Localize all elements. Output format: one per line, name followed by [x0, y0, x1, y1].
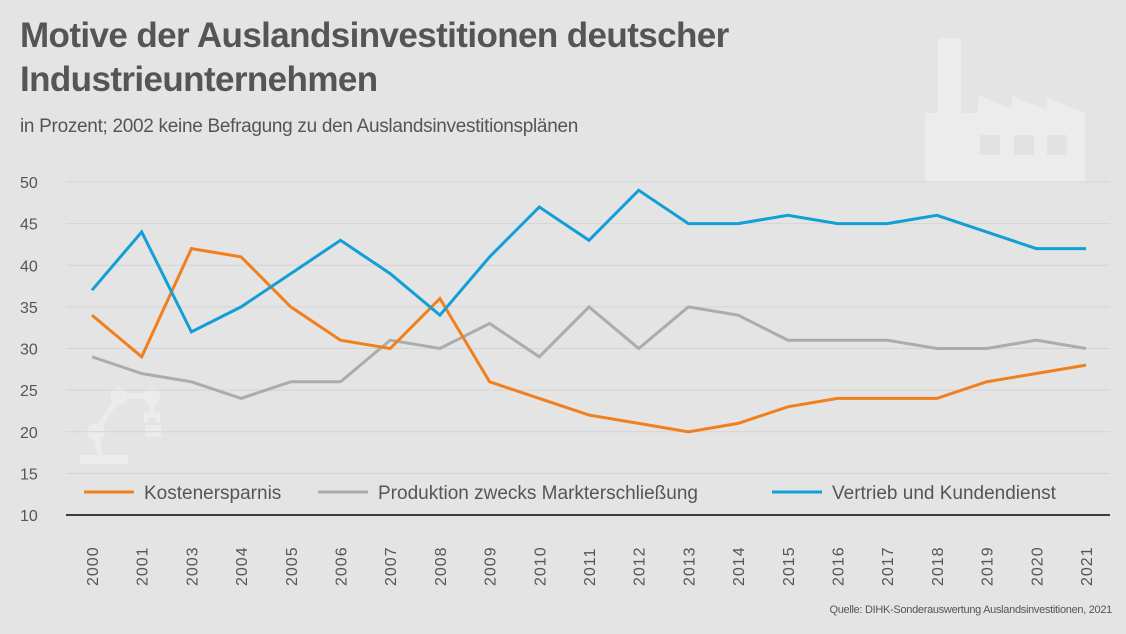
y-tick-label: 25 [20, 383, 38, 400]
x-tick-label: 2014 [731, 546, 748, 586]
legend-label: Kostenersparnis [144, 483, 281, 504]
x-tick-label: 2019 [980, 546, 997, 586]
factory-icon [925, 38, 1085, 183]
y-tick-label: 40 [20, 258, 38, 275]
chart-title-line-1: Motive der Auslandsinvestitionen deutsch… [20, 16, 729, 55]
legend-item: Kostenersparnis [84, 483, 281, 504]
y-tick-label: 10 [20, 508, 38, 525]
x-tick-label: 2003 [184, 546, 201, 586]
y-tick-label: 30 [20, 342, 38, 359]
x-tick-label: 2007 [383, 546, 400, 586]
chart-title-line-2: Industrieunternehmen [20, 60, 378, 99]
x-axis-ticks: 2000 2001 2003 2004 2005 2006 2007 2008 2009 2010… [85, 546, 1096, 586]
x-tick-label: 2006 [334, 546, 351, 586]
series-line-0 [91, 246, 1087, 434]
x-tick-label: 2005 [284, 546, 301, 586]
y-tick-label: 20 [20, 425, 38, 442]
series-line-1 [91, 304, 1087, 400]
y-tick-label: 35 [20, 300, 38, 317]
x-tick-label: 2000 [85, 546, 102, 586]
x-tick-label: 2011 [582, 548, 599, 586]
legend-item: Vertrieb und Kundendienst [772, 483, 1057, 504]
x-tick-label: 2021 [1079, 546, 1096, 586]
legend-label: Produktion zwecks Markterschließung [378, 483, 698, 504]
series-line-2 [90, 188, 1086, 334]
x-tick-label: 2001 [135, 546, 152, 586]
x-tick-label: 2010 [532, 546, 549, 586]
x-tick-label: 2013 [681, 546, 698, 586]
chart-title: Motive der Auslandsinvestitionen deutsch… [20, 14, 880, 102]
x-tick-label: 2016 [831, 546, 848, 586]
x-tick-label: 2020 [1029, 546, 1046, 586]
x-tick-label: 2009 [483, 546, 500, 586]
x-tick-label: 2018 [930, 546, 947, 586]
grid-lines [66, 181, 1110, 474]
robot-arm-icon [80, 387, 161, 464]
legend: Kostenersparnis Produktion zwecks Markter… [84, 483, 1057, 504]
x-tick-label: 2015 [781, 546, 798, 586]
x-tick-label: 2017 [880, 546, 897, 586]
x-tick-label: 2004 [234, 546, 251, 586]
y-tick-label: 50 [20, 175, 38, 192]
legend-label: Vertrieb und Kundendienst [832, 483, 1057, 504]
y-tick-label: 15 [20, 466, 38, 483]
x-tick-label: 2008 [433, 546, 450, 586]
chart-subtitle: in Prozent; 2002 keine Befragung zu den … [20, 116, 578, 137]
source-note: Quelle: DIHK-Sonderauswertung Auslandsin… [829, 604, 1112, 616]
x-tick-label: 2012 [632, 546, 649, 586]
y-axis-ticks: 10 15 20 25 30 35 40 45 50 [20, 175, 38, 525]
legend-item: Produktion zwecks Markterschließung [318, 483, 698, 504]
y-tick-label: 45 [20, 217, 38, 234]
series-lines [90, 188, 1087, 434]
